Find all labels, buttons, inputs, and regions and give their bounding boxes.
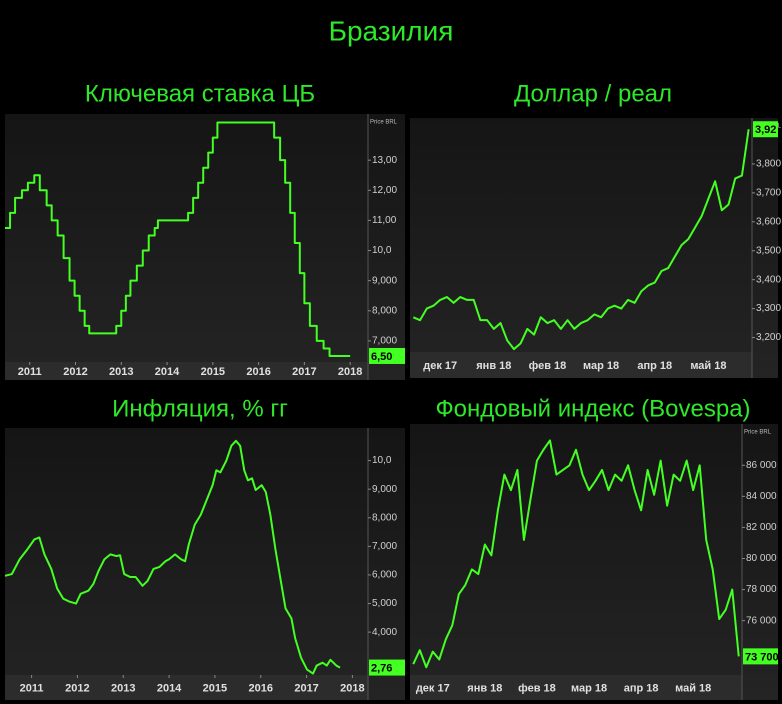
x-tick-label: 2018: [340, 682, 364, 694]
y-tick-label: 4,000: [372, 627, 397, 638]
value-label: 2,76: [371, 662, 392, 674]
data-line: [412, 439, 740, 669]
panel-title: Фондовый индекс (Bovespa): [435, 395, 750, 422]
x-tick-label: янв 18: [467, 682, 502, 694]
data-line: [412, 129, 750, 351]
x-tick-label: 2012: [63, 366, 87, 378]
y-tick-label: 13,00: [372, 155, 397, 166]
x-tick-label: май 18: [690, 360, 726, 372]
y-tick-label: 3,500: [756, 245, 781, 256]
y-tick-label: 84 000: [746, 491, 777, 502]
x-tick-label: 2015: [201, 366, 225, 378]
data-line: [4, 439, 341, 675]
y-tick-label: 11,00: [372, 215, 397, 226]
data-line: [5, 121, 351, 357]
x-tick-label: 2018: [338, 366, 362, 378]
x-tick-label: фев 18: [529, 360, 567, 372]
panel-background: [410, 424, 778, 700]
x-axis-strip: [5, 362, 368, 380]
y-tick-label: 9,000: [372, 275, 397, 286]
y-tick-label: 8,000: [372, 305, 397, 316]
y-tick-label: 76 000: [746, 615, 777, 626]
y-tick-label: 12,00: [372, 185, 397, 196]
x-tick-label: 2014: [157, 682, 182, 694]
x-tick-label: дек 17: [416, 682, 450, 694]
x-tick-label: апр 18: [637, 360, 672, 372]
value-label-box: [369, 347, 405, 364]
x-tick-label: мар 18: [571, 682, 607, 694]
value-label-box: [753, 121, 778, 138]
y-tick-label: 80 000: [746, 553, 777, 564]
value-label-box: [369, 659, 405, 676]
x-tick-label: 2013: [109, 366, 133, 378]
x-axis-strip: [5, 675, 368, 700]
value-label: 6,50: [371, 351, 392, 363]
panel-title: Инфляция, % гг: [112, 395, 288, 422]
y-tick-label: 3,300: [756, 303, 781, 314]
y-tick-label: 3,600: [756, 216, 781, 227]
x-tick-label: 2016: [246, 366, 270, 378]
x-tick-label: 2016: [249, 682, 273, 694]
x-tick-label: 2013: [111, 682, 135, 694]
x-tick-label: 2017: [292, 366, 316, 378]
x-tick-label: 2017: [294, 682, 318, 694]
x-tick-label: фев 18: [518, 682, 556, 694]
x-tick-label: 2011: [18, 366, 42, 378]
y-tick-label: 9,000: [372, 484, 397, 495]
value-label: 73 700: [745, 651, 779, 663]
y-tick-label: 10,0: [372, 245, 392, 256]
x-tick-label: 2014: [155, 366, 180, 378]
x-tick-label: 2015: [203, 682, 227, 694]
y-tick-label: 3,800: [756, 159, 781, 170]
x-tick-label: дек 17: [423, 360, 457, 372]
x-tick-label: апр 18: [624, 682, 659, 694]
x-axis-strip: [410, 352, 752, 378]
y-tick-label: 86 000: [746, 460, 777, 471]
x-axis-strip: [410, 675, 742, 700]
x-tick-label: янв 18: [476, 360, 511, 372]
x-tick-label: мар 18: [583, 360, 619, 372]
panel-title: Доллар / реал: [514, 80, 672, 107]
y-tick-label: 82 000: [746, 522, 777, 533]
y-tick-label: 7,000: [372, 541, 397, 552]
value-label: 3,92: [755, 124, 776, 136]
x-tick-label: 2011: [20, 682, 44, 694]
panel-background: [5, 428, 405, 700]
panel-title: Ключевая ставка ЦБ: [85, 80, 315, 107]
y-tick-label: 5,000: [372, 598, 397, 609]
y-axis-label: Price BRL: [744, 430, 772, 436]
value-label-box: [743, 648, 778, 665]
y-tick-label: 7,000: [372, 336, 397, 347]
y-tick-label: 10,0: [372, 455, 392, 466]
y-tick-label: 3,700: [756, 188, 781, 199]
y-tick-label: 3,200: [756, 332, 781, 343]
panel-background: [5, 114, 405, 380]
y-tick-label: 3,400: [756, 274, 781, 285]
y-tick-label: 78 000: [746, 584, 777, 595]
x-tick-label: 2012: [65, 682, 89, 694]
y-tick-label: 8,000: [372, 512, 397, 523]
x-tick-label: май 18: [675, 682, 711, 694]
y-axis-label: Price BRL: [370, 120, 398, 126]
panel-background: [410, 118, 778, 378]
y-tick-label: 6,000: [372, 570, 397, 581]
page-title: Бразилия: [329, 15, 454, 46]
